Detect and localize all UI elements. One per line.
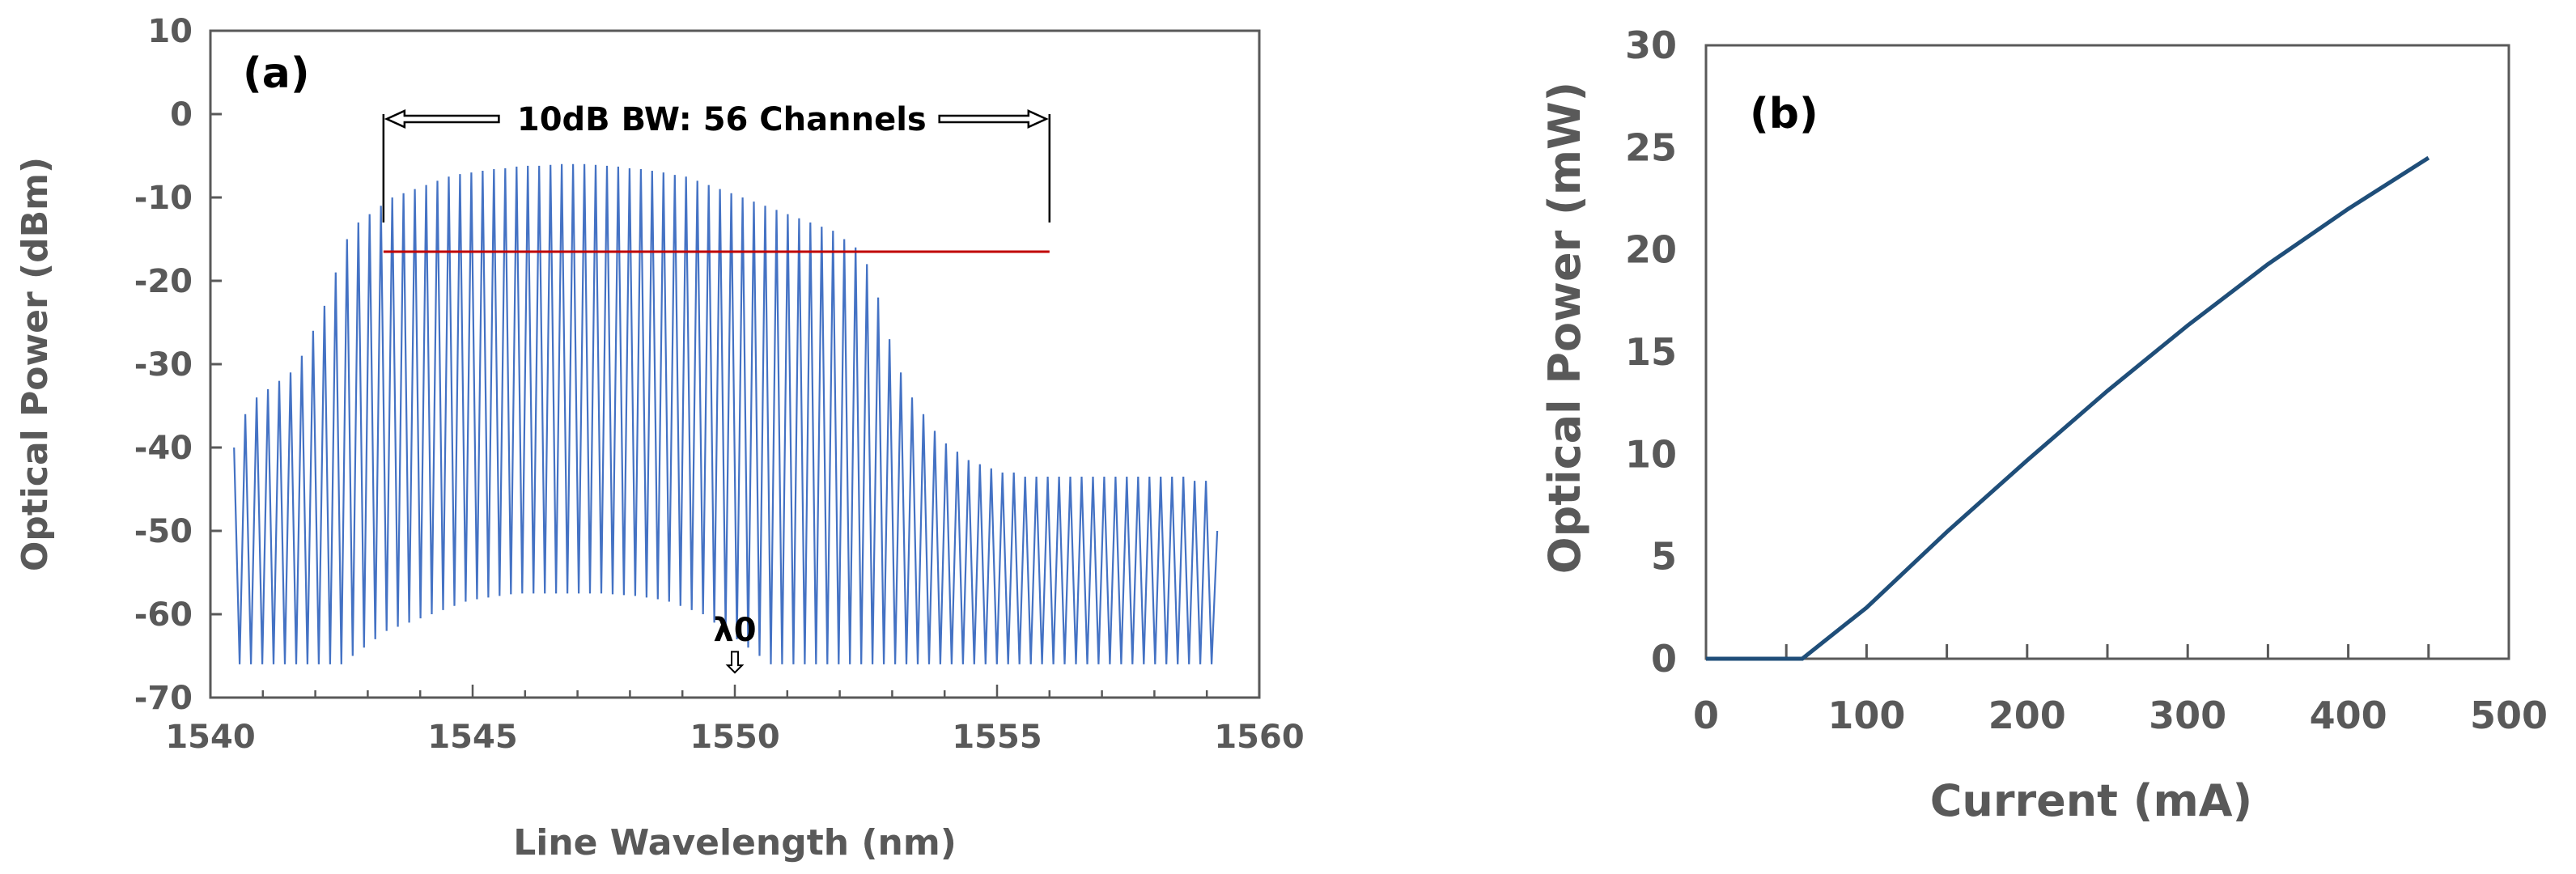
panel-b-y-tick-label: 0 [1651, 637, 1677, 681]
panel-a-y-tick-label: -10 [134, 180, 193, 217]
panel-a-lambda0-arrow-icon [725, 651, 745, 674]
panel-a-x-tick-label: 1545 [427, 719, 517, 756]
panel-a-y-axis-label: Optical Power (dBm) [15, 157, 56, 571]
panel-a-bandwidth-arrow-right [938, 109, 1049, 129]
panel-a-x-axis-label: Line Wavelength (nm) [513, 822, 957, 863]
panel-b-x-tick-label: 100 [1827, 694, 1905, 737]
panel-b-x-tick-label: 200 [1988, 694, 2066, 737]
panel-a-y-tick-label: -30 [134, 346, 193, 384]
panel-a-y-tick-label: 10 [147, 13, 193, 50]
panel-b-y-tick-label: 30 [1625, 23, 1677, 67]
panel-a-y-tick-label: -50 [134, 513, 193, 550]
panel-b-y-tick-label: 20 [1625, 228, 1677, 272]
panel-a-x-tick-label: 1550 [690, 719, 779, 756]
panel-a-x-ticks [209, 685, 1261, 698]
panel-b-series-line [1706, 155, 2430, 661]
panel-b-y-tick-label: 10 [1625, 432, 1677, 476]
panel-b-y-tick-label: 25 [1625, 125, 1677, 169]
panel-a-y-tick-label: 0 [170, 96, 193, 134]
panel-a-x-tick-label: 1560 [1214, 719, 1304, 756]
panel-a-x-tick-label: 1540 [165, 719, 255, 756]
panel-b-x-axis-label: Current (mA) [1930, 775, 2252, 826]
panel-a-y-tick-label: -70 [134, 680, 193, 717]
panel-a-y-tick-label: -40 [134, 430, 193, 467]
panel-b-y-tick-label: 15 [1625, 330, 1677, 374]
panel-a-bandwidth-arrow-left [384, 109, 500, 129]
panel-b-plot-frame [1704, 44, 2510, 660]
panel-b-y-axis-label: Optical Power (mW) [1539, 82, 1590, 574]
panel-a-lambda0-label: λ0 [713, 612, 756, 649]
panel-b-y-tick-label: 5 [1651, 535, 1677, 579]
panel-a-spectrum-line [233, 163, 1219, 664]
panel-a-bandwidth-annotation: 10dB BW: 56 Channels [517, 101, 927, 138]
panel-b-x-tick-label: 400 [2310, 694, 2387, 737]
panel-b-x-tick-label: 500 [2470, 694, 2548, 737]
panel-a-label: (a) [243, 49, 310, 98]
panel-a-y-tick-label: -60 [134, 596, 193, 634]
panel-b-x-tick-label: 0 [1693, 694, 1719, 737]
panel-a-y-tick-label: -20 [134, 263, 193, 300]
panel-b-label: (b) [1750, 90, 1818, 138]
panel-a-x-tick-label: 1555 [952, 719, 1042, 756]
panel-b-x-ticks [1704, 644, 2510, 659]
panel-a-y-ticks [210, 29, 222, 699]
panel-b-x-tick-label: 300 [2149, 694, 2226, 737]
